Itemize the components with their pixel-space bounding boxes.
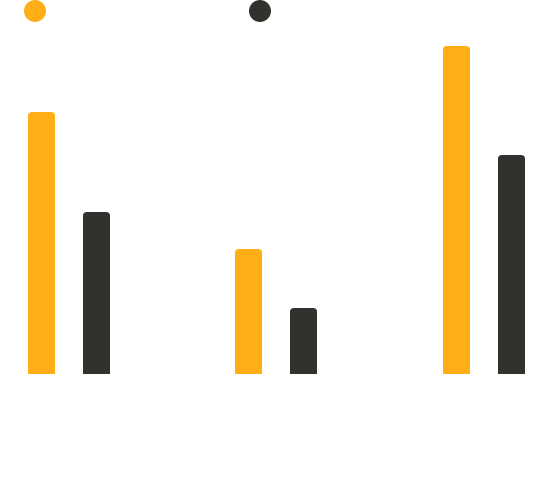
chart-bars (28, 46, 525, 374)
bar-series-2-group-1 (83, 212, 110, 374)
legend-marker-series-2 (249, 0, 271, 22)
bar-series-2-group-3 (498, 155, 525, 374)
bar-series-1-group-1 (28, 112, 55, 374)
bar-series-1-group-3 (443, 46, 470, 374)
legend-marker-series-1 (24, 0, 46, 22)
chart-legend (24, 0, 271, 22)
bar-series-1-group-2 (235, 249, 262, 374)
bar-series-2-group-2 (290, 308, 317, 374)
